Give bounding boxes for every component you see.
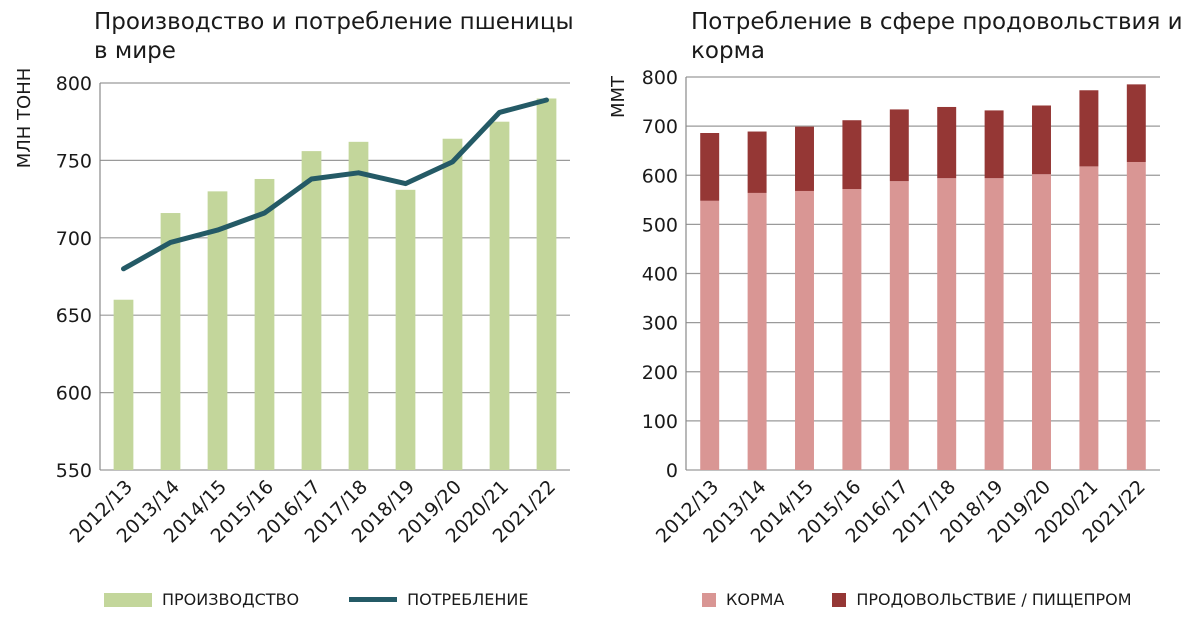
left-line-consumption bbox=[121, 97, 549, 272]
chart-title-left: Производство и потребление пшеницы в мир… bbox=[94, 9, 574, 64]
chart-title-right: Потребление в сфере продовольствия и кор… bbox=[691, 9, 1183, 64]
right-bar-food bbox=[984, 110, 1004, 179]
right-bar-feed bbox=[747, 192, 767, 470]
right-y-tick-label: 200 bbox=[642, 362, 678, 384]
right-bar-food bbox=[1032, 105, 1051, 175]
right-bar-food bbox=[700, 133, 720, 201]
right-y-tick-label: 600 bbox=[642, 165, 678, 187]
right-bar-feed bbox=[1079, 166, 1099, 470]
right-y-tick-label: 300 bbox=[642, 313, 678, 335]
left-y-tick-label: 650 bbox=[56, 305, 92, 327]
legend-label-consumption: ПОТРЕБЛЕНИЕ bbox=[407, 590, 529, 609]
legend-swatch-food bbox=[832, 592, 847, 607]
left-bar-production bbox=[536, 98, 557, 470]
left-y-axis-label: МЛН ТОНН bbox=[14, 68, 35, 169]
left-y-tick-label: 600 bbox=[56, 383, 92, 405]
right-bar-food bbox=[1126, 84, 1146, 162]
left-bar-production bbox=[160, 213, 181, 471]
left-y-tick-label: 800 bbox=[56, 73, 92, 95]
left-bar-production bbox=[254, 178, 275, 470]
right-bar-feed bbox=[984, 178, 1004, 470]
right-bar-feed bbox=[1126, 161, 1146, 470]
right-y-tick-label: 100 bbox=[642, 411, 678, 433]
left-y-tick-label: 550 bbox=[56, 460, 92, 482]
right-bar-food bbox=[889, 109, 909, 182]
legend-label-food: ПРОДОВОЛЬСТВИЕ / ПИЩЕПРОМ bbox=[856, 590, 1132, 609]
right-bar-food bbox=[747, 131, 767, 193]
right-y-axis-label: ММТ bbox=[608, 75, 629, 118]
left-y-tick-label: 750 bbox=[56, 150, 92, 172]
right-bar-food bbox=[795, 126, 814, 191]
left-bar-production bbox=[301, 151, 322, 470]
left-bar-production bbox=[442, 138, 463, 470]
left-y-tick-label: 700 bbox=[56, 228, 92, 250]
legend-label-production: ПРОИЗВОДСТВО bbox=[162, 590, 300, 609]
right-bar-feed bbox=[889, 181, 909, 470]
left-bar-production bbox=[395, 189, 416, 470]
right-y-tick-label: 700 bbox=[642, 116, 678, 138]
right-bar-food bbox=[1079, 90, 1099, 167]
legend-swatch-feed bbox=[702, 592, 716, 607]
right-bar-feed bbox=[700, 200, 720, 471]
legend-label-feed: КОРМА bbox=[726, 590, 785, 609]
legend-right: КОРМА ПРОДОВОЛЬСТВИЕ / ПИЩЕПРОМ bbox=[702, 590, 1132, 609]
right-bar-food bbox=[842, 120, 862, 190]
right-y-tick-label: 800 bbox=[642, 67, 678, 89]
right-y-tick-label: 400 bbox=[642, 264, 678, 286]
legend-swatch-consumption bbox=[349, 597, 398, 602]
right-bar-feed bbox=[795, 190, 814, 470]
legend-swatch-production bbox=[104, 592, 152, 607]
left-bar-production bbox=[348, 141, 369, 470]
right-bar-feed bbox=[937, 178, 957, 470]
left-bar-production bbox=[207, 191, 228, 471]
left-bar-production bbox=[113, 299, 134, 470]
right-y-tick-label: 500 bbox=[642, 214, 678, 236]
left-bar-production bbox=[489, 121, 510, 470]
right-bar-feed bbox=[1032, 174, 1051, 470]
legend-left: ПРОИЗВОДСТВО ПОТРЕБЛЕНИЕ bbox=[104, 590, 528, 609]
right-bar-food bbox=[937, 106, 957, 179]
right-bar-feed bbox=[842, 189, 862, 470]
right-y-tick-label: 0 bbox=[666, 460, 678, 482]
